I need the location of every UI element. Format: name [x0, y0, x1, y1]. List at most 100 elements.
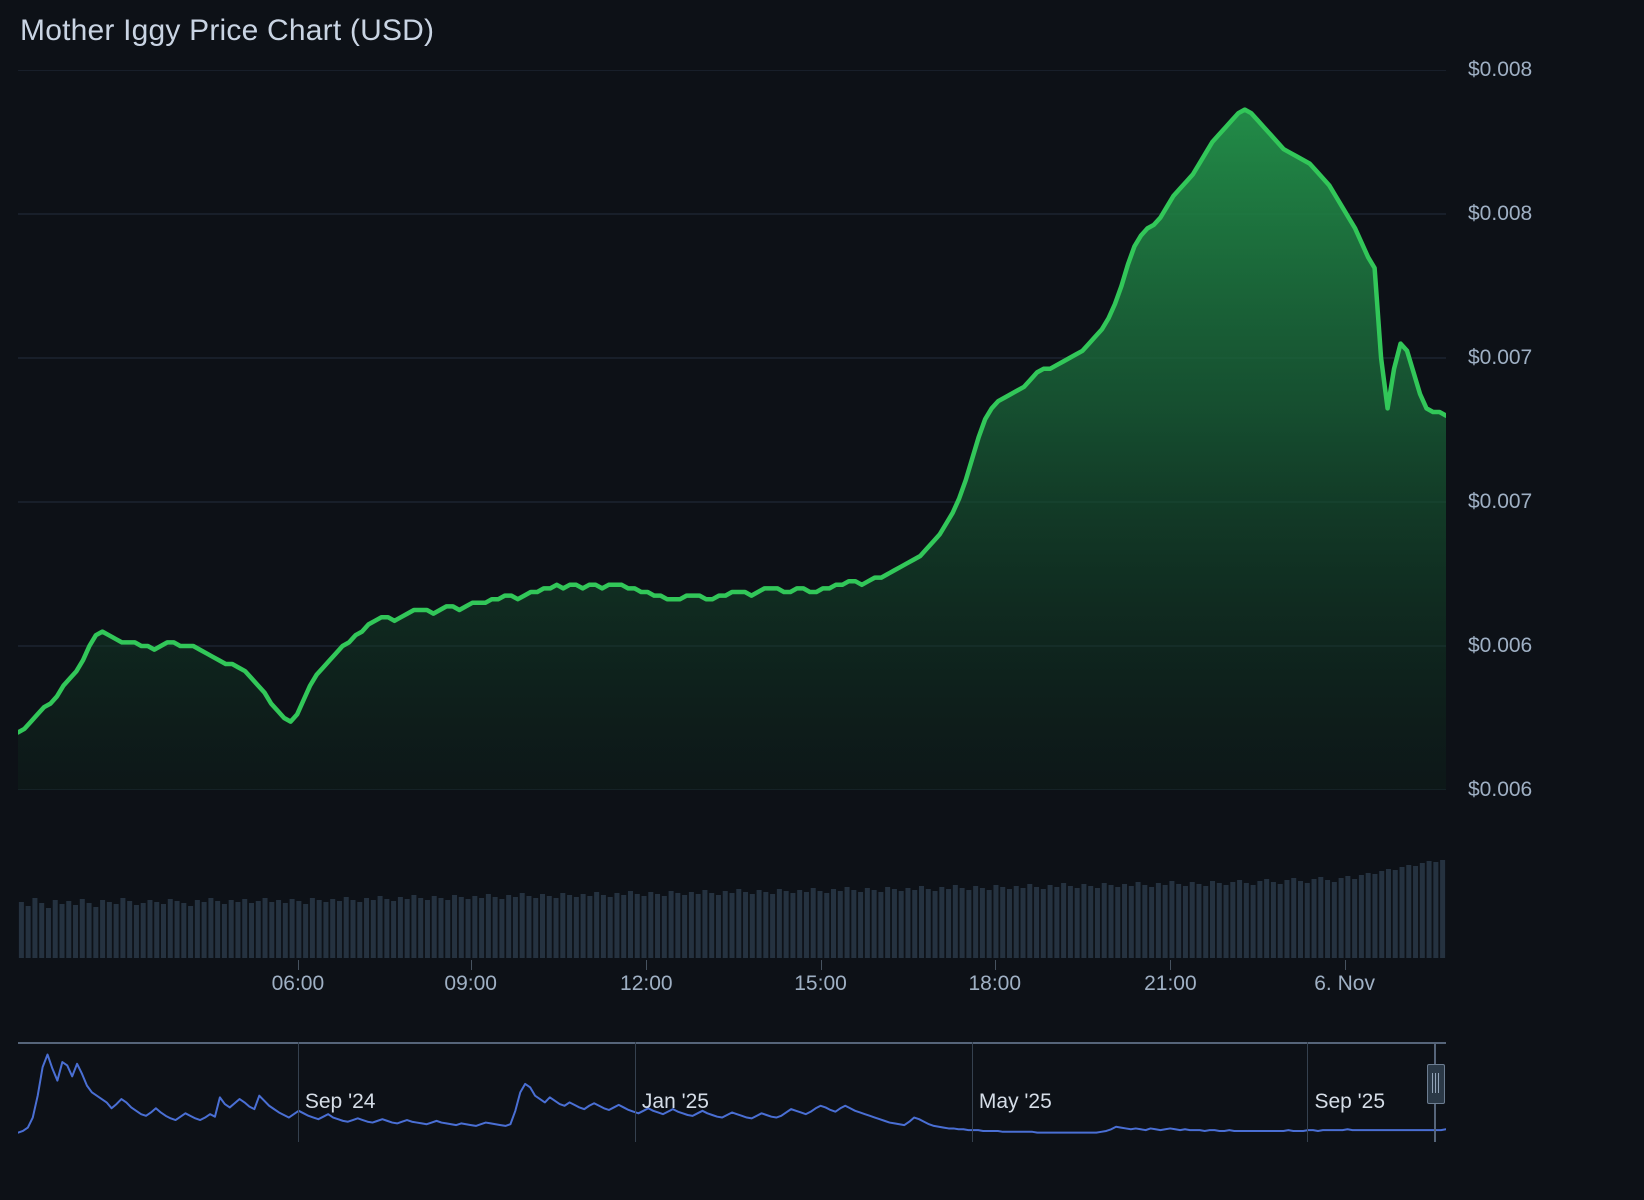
volume-bar — [736, 889, 742, 958]
volume-bar — [472, 896, 478, 958]
volume-bar — [1162, 885, 1168, 958]
x-axis-tick-label: 18:00 — [968, 972, 1022, 995]
volume-bar — [1216, 883, 1222, 958]
volume-bar — [343, 897, 349, 958]
volume-bar — [1352, 879, 1358, 958]
volume-bar — [1027, 884, 1033, 958]
volume-bar — [952, 885, 958, 958]
volume-bar — [831, 889, 837, 958]
volume-bar — [1196, 884, 1202, 958]
volume-bar — [939, 887, 945, 958]
volume-bar — [1108, 885, 1114, 958]
volume-bar — [729, 893, 735, 958]
volume-bar — [32, 898, 38, 958]
volume-bar — [1210, 881, 1216, 958]
volume-bar — [648, 892, 654, 958]
volume-bar — [959, 888, 965, 958]
volume-bar — [743, 892, 749, 958]
volume-bar — [607, 897, 613, 958]
price-series-svg — [18, 70, 1446, 790]
volume-bar — [499, 899, 505, 958]
volume-bar — [201, 902, 207, 958]
volume-bar — [1094, 888, 1100, 958]
volume-bar — [1122, 884, 1128, 958]
volume-bar — [357, 902, 363, 958]
volume-bar — [1006, 889, 1012, 958]
volume-bar — [154, 902, 160, 958]
price-plot-area[interactable] — [18, 70, 1446, 790]
volume-bar — [1413, 866, 1419, 958]
volume-bar — [1054, 887, 1060, 958]
x-axis-tick-label: 09:00 — [444, 972, 497, 995]
volume-bar — [120, 898, 126, 958]
volume-bar — [546, 896, 552, 958]
volume-bar — [803, 892, 809, 958]
volume-bar — [797, 890, 803, 958]
x-axis-tick-mark — [646, 960, 648, 970]
volume-bar — [350, 900, 356, 958]
volume-bar — [106, 902, 112, 958]
volume-bar — [1291, 878, 1297, 958]
volume-bar — [993, 885, 999, 958]
volume-bar — [587, 896, 593, 958]
navigator-resize-handle[interactable] — [1427, 1064, 1445, 1104]
volume-bar — [600, 895, 606, 958]
y-axis-tick-label: $0.008 — [1468, 58, 1533, 81]
volume-bar — [221, 904, 227, 958]
volume-bar — [864, 888, 870, 958]
volume-plot-area[interactable] — [18, 858, 1446, 958]
volume-bar — [235, 902, 241, 958]
volume-bar — [614, 893, 620, 958]
volume-bar — [891, 889, 897, 958]
volume-bar — [722, 891, 728, 958]
volume-bar — [445, 900, 451, 958]
volume-bar — [1243, 883, 1249, 958]
volume-bar — [181, 903, 187, 958]
volume-bar — [391, 901, 397, 958]
volume-bar — [506, 895, 512, 958]
volume-bar — [215, 901, 221, 958]
volume-bar — [973, 886, 979, 958]
volume-bar — [1074, 888, 1080, 958]
volume-bar — [1426, 861, 1432, 958]
navigator-tick-label: May '25 — [978, 1090, 1052, 1113]
handle-grip-line — [1432, 1073, 1433, 1093]
volume-bar — [817, 891, 823, 958]
x-axis-tick-mark — [994, 960, 996, 970]
volume-bar — [790, 893, 796, 958]
volume-bar — [458, 897, 464, 958]
volume-bar — [776, 889, 782, 958]
volume-bar — [242, 899, 248, 958]
volume-bar — [1264, 879, 1270, 958]
volume-bar — [1372, 874, 1378, 958]
volume-bar — [567, 895, 573, 958]
volume-bar — [296, 901, 302, 958]
volume-bar — [810, 888, 816, 958]
volume-bar — [431, 896, 437, 958]
handle-grip-line — [1438, 1073, 1439, 1093]
y-axis-tick-label: $0.006 — [1468, 634, 1533, 657]
volume-bar — [1345, 876, 1351, 958]
volume-bar — [966, 890, 972, 958]
volume-bar — [688, 892, 694, 958]
volume-bar — [282, 903, 288, 958]
volume-bar — [336, 901, 342, 958]
volume-bar — [167, 899, 173, 958]
volume-bar — [127, 901, 133, 958]
volume-bar — [1270, 882, 1276, 958]
volume-bar — [1237, 880, 1243, 958]
volume-bar — [979, 888, 985, 958]
price-area-fill — [18, 109, 1446, 790]
volume-bar — [492, 897, 498, 958]
volume-bar — [1155, 883, 1161, 958]
volume-bar — [316, 900, 322, 958]
volume-bar — [627, 891, 633, 958]
navigator-line — [18, 1053, 1446, 1134]
volume-bar — [553, 898, 559, 958]
navigator-tick-label: Jan '25 — [641, 1090, 709, 1113]
volume-bar — [303, 904, 309, 958]
volume-bar — [783, 891, 789, 958]
volume-bar — [1304, 883, 1310, 958]
volume-bar — [682, 895, 688, 958]
range-navigator[interactable]: Sep '24 Jan '25 May '25 Sep '25 — [18, 1042, 1446, 1162]
